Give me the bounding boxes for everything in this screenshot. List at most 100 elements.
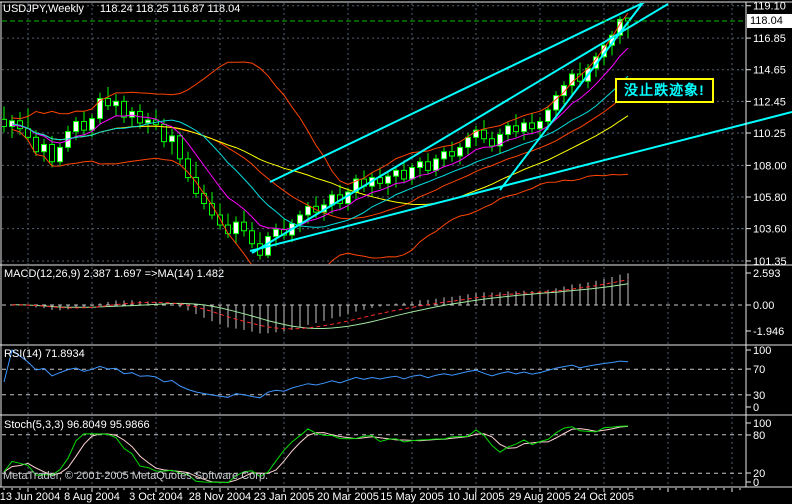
stoch-axis-label: 100 (753, 418, 771, 430)
candle-body (105, 97, 111, 107)
candle-body (433, 158, 439, 171)
time-axis-label: 23 Jan 2005 (254, 491, 315, 503)
candle-body (449, 151, 455, 157)
ma-cyan (11, 75, 629, 228)
rsi-axis-label: 100 (753, 345, 771, 357)
copyright-text: MetaTrader, © 2001-2005 MetaQuotes Softw… (3, 470, 269, 482)
candle-body (273, 228, 279, 238)
trendlines-layer[interactable] (249, 0, 792, 254)
price-axis-label: 110.25 (753, 128, 786, 140)
trendline (269, 3, 646, 183)
stoch-axis-label: 20 (753, 468, 765, 480)
macd-axis-label: 2.593 (753, 268, 781, 280)
chart-title: USDJPY,Weekly 118.24 118.25 116.87 118.04 (3, 3, 240, 15)
ma-yellow (11, 115, 629, 206)
candle-body (113, 100, 119, 107)
price-axis-label: 119.10 (753, 1, 786, 13)
stoch-layer (2, 425, 746, 484)
trendline (249, 111, 792, 252)
macd-layer (2, 273, 746, 334)
candle-body (545, 109, 551, 122)
macd-signal-line (12, 279, 629, 330)
stoch-main-line (3, 425, 629, 484)
annotation-box[interactable]: 没止跌迹象! (615, 78, 714, 103)
stoch-axis-label: 0 (753, 477, 759, 489)
ohlc-values: 118.24 118.25 116.87 118.04 (99, 3, 241, 15)
time-axis-label: 28 Nov 2004 (189, 491, 251, 503)
price-axis-label: 105.80 (753, 192, 787, 204)
rsi-axis-label: 70 (753, 364, 765, 376)
rsi-layer (2, 349, 746, 399)
candle-body (2, 118, 7, 128)
time-axis: 13 Jun 2004 8 Aug 2004 3 Oct 2004 28 Nov 20… (0, 488, 741, 503)
candle-body (169, 135, 175, 143)
candle-body (385, 175, 391, 184)
candle-body (441, 151, 447, 160)
candle-body (121, 100, 127, 118)
candle-body (497, 133, 503, 147)
candle-body (505, 125, 511, 135)
candle-body (425, 161, 431, 171)
time-axis-label: 15 May 2005 (380, 491, 444, 503)
candle-body (409, 167, 415, 180)
candle-body (89, 118, 95, 131)
rsi-axis-label: 30 (753, 390, 765, 402)
candle-body (185, 158, 191, 179)
candle-body (305, 205, 311, 216)
candle-body (241, 221, 247, 232)
time-axis-label: 8 Aug 2004 (64, 491, 120, 503)
time-axis-label: 24 Oct 2005 (574, 491, 634, 503)
macd-panel-label: MACD(12,26,9) 2.387 1.697 =>MA(14) 1.482 (4, 268, 225, 280)
candle-body (177, 135, 183, 160)
rsi-panel-label: RSI(14) 71.8934 (4, 348, 85, 360)
price-axis: 119.10 116.85 114.65 112.45 110.25 108.00 105.… (737, 1, 787, 489)
candle-body (145, 119, 151, 124)
candle-body (49, 144, 55, 163)
candle-body (249, 230, 255, 245)
candle-body (33, 136, 39, 153)
stoch-panel-label: Stoch(5,3,3) 96.8049 95.9866 (4, 419, 150, 431)
ma-magenta (11, 47, 629, 231)
candle-body (81, 120, 87, 131)
price-axis-label: 112.45 (753, 96, 786, 108)
trendline (499, 3, 644, 191)
candle-body (481, 129, 487, 140)
candle-body (513, 125, 519, 133)
macd-axis-label: -1.946 (753, 326, 784, 338)
price-axis-label: 108.00 (753, 160, 787, 172)
candle-body (417, 161, 423, 169)
time-axis-label: 10 Jul 2005 (448, 491, 505, 503)
candle-body (537, 120, 543, 130)
candle-body (41, 144, 47, 153)
time-axis-label: 3 Oct 2004 (129, 491, 183, 503)
price-axis-label: 103.60 (753, 224, 787, 236)
stoch-axis-label: 80 (753, 430, 765, 442)
macd-axis-label: 0.00 (753, 300, 774, 312)
candle-body (465, 136, 471, 148)
candle-body (129, 110, 135, 118)
bollinger-upper (11, 12, 629, 185)
candle-body (473, 129, 479, 138)
candle-body (9, 120, 15, 128)
time-axis-label: 20 Mar 2005 (317, 491, 379, 503)
price-axis-label: 101.35 (753, 256, 787, 268)
candle-body (521, 122, 527, 133)
candle-body (73, 120, 79, 133)
candle-body (233, 221, 239, 235)
macd-ma-line (12, 283, 629, 329)
candle-body (553, 95, 559, 111)
rsi-axis-label: 0 (753, 402, 759, 414)
current-price-tag: 118.04 (747, 14, 792, 28)
candle-body (401, 169, 407, 180)
price-axis-label: 114.65 (753, 65, 786, 77)
bollinger-lower (11, 128, 629, 264)
candle-body (489, 138, 495, 147)
candle-body (217, 214, 223, 226)
candle-body (529, 122, 535, 130)
candle-body (377, 177, 383, 184)
candle-body (561, 85, 567, 97)
trendline (251, 3, 669, 254)
panel-borders (0, 1, 792, 488)
